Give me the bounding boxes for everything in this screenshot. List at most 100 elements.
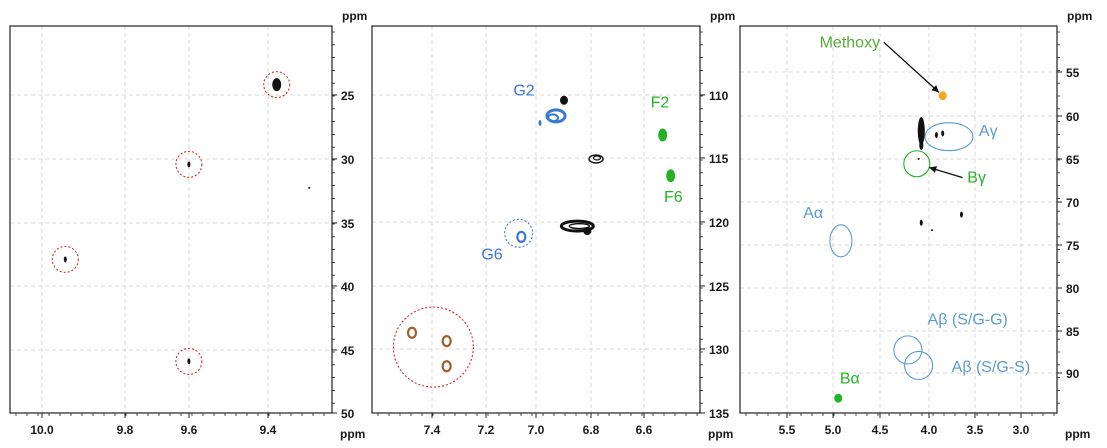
peak bbox=[919, 139, 924, 150]
x-tick-label: 5.0 bbox=[825, 423, 842, 437]
peak-label: Aβ (S/G-S) bbox=[952, 359, 1031, 376]
plot-frame bbox=[739, 25, 1058, 414]
x-tick-label: 9.8 bbox=[117, 423, 134, 437]
grid-lines bbox=[740, 26, 1057, 413]
peak bbox=[959, 211, 963, 218]
x-tick-label: 7.4 bbox=[424, 423, 441, 437]
peak-label: F6 bbox=[664, 189, 683, 206]
y-tick-label: 60 bbox=[1066, 110, 1080, 124]
y-tick-label: 110 bbox=[709, 89, 729, 103]
y-tick-label: 50 bbox=[341, 407, 355, 421]
peak bbox=[934, 132, 938, 139]
y-tick-label: 75 bbox=[1066, 239, 1080, 253]
y-tick-label: 115 bbox=[709, 152, 729, 166]
peak bbox=[834, 393, 843, 403]
x-tick-label: 6.8 bbox=[583, 423, 600, 437]
peak bbox=[272, 78, 282, 92]
y-tick-label: 70 bbox=[1066, 196, 1080, 210]
y-axis-unit: ppm bbox=[710, 9, 735, 23]
y-tick-label: 135 bbox=[709, 407, 729, 421]
highlight-circle bbox=[263, 71, 291, 99]
peak bbox=[560, 95, 568, 105]
y-tick-label: 45 bbox=[341, 344, 355, 358]
y-tick-label: 80 bbox=[1066, 282, 1080, 296]
highlight-circle bbox=[504, 218, 534, 248]
y-tick-label: 30 bbox=[341, 153, 355, 167]
y-tick-label: 55 bbox=[1066, 66, 1080, 80]
x-tick-label: 3.5 bbox=[967, 423, 984, 437]
peak bbox=[308, 186, 311, 189]
y-tick-label: 40 bbox=[341, 280, 355, 294]
x-tick-label: 9.6 bbox=[181, 423, 198, 437]
peak bbox=[63, 256, 67, 263]
plot-frame bbox=[9, 25, 333, 414]
x-axis-unit: ppm bbox=[340, 427, 365, 441]
peak bbox=[930, 229, 933, 232]
x-tick-label: 9.4 bbox=[260, 423, 277, 437]
highlight-circle bbox=[175, 150, 203, 178]
peak bbox=[406, 326, 418, 339]
y-tick-label: 35 bbox=[341, 217, 355, 231]
peak bbox=[588, 154, 604, 164]
arrow-head bbox=[931, 85, 939, 93]
highlight-ellipse bbox=[829, 224, 853, 258]
peak bbox=[592, 155, 602, 161]
peak-label: G6 bbox=[481, 247, 502, 264]
highlight-circle bbox=[392, 306, 474, 388]
y-tick-label: 90 bbox=[1066, 367, 1080, 381]
peak bbox=[941, 130, 945, 137]
peak bbox=[441, 335, 452, 348]
peak bbox=[559, 219, 595, 233]
panel-2: 7.4 7.2 7.0 6.8 6.6 110 115 120 125 130 135 ppm ppm G… bbox=[371, 9, 735, 441]
peak-label: G2 bbox=[513, 82, 534, 99]
peak-label: Bα bbox=[840, 370, 860, 387]
peak-label: Methoxy bbox=[820, 34, 880, 51]
peak bbox=[919, 219, 923, 226]
peak bbox=[568, 222, 591, 230]
peak-label: F2 bbox=[651, 94, 670, 111]
peak bbox=[658, 128, 668, 142]
peak bbox=[917, 157, 920, 160]
highlight-circle bbox=[893, 335, 923, 365]
peak bbox=[583, 227, 592, 236]
y-tick-label: 130 bbox=[709, 343, 729, 357]
x-tick-label: 4.5 bbox=[872, 423, 889, 437]
grid-lines bbox=[372, 26, 700, 413]
x-axis-unit: ppm bbox=[1065, 427, 1090, 441]
peak-label: Bγ bbox=[967, 170, 986, 187]
annotation-arrow bbox=[883, 41, 940, 93]
highlight-circle bbox=[175, 347, 203, 375]
peak-label: Aα bbox=[803, 205, 823, 222]
y-axis-unit: ppm bbox=[1067, 9, 1092, 23]
x-tick-label: 7.2 bbox=[478, 423, 495, 437]
x-tick-label: 6.6 bbox=[636, 423, 653, 437]
peak bbox=[938, 91, 947, 101]
x-tick-label: 5.5 bbox=[779, 423, 796, 437]
y-axis-unit: ppm bbox=[342, 9, 367, 23]
y-tick-label: 65 bbox=[1066, 153, 1080, 167]
highlight-circle bbox=[904, 350, 934, 380]
peak bbox=[538, 120, 542, 127]
grid-lines bbox=[10, 26, 332, 413]
arrow-head bbox=[929, 166, 937, 173]
peak-label: Aγ bbox=[979, 123, 998, 140]
peak bbox=[187, 161, 191, 168]
peak bbox=[545, 108, 567, 124]
x-tick-label: 4.0 bbox=[921, 423, 938, 437]
peak bbox=[547, 113, 559, 123]
peak bbox=[441, 360, 452, 373]
peak-label: Aβ (S/G-G) bbox=[928, 311, 1008, 328]
y-tick-label: 120 bbox=[709, 216, 729, 230]
x-tick-label: 7.0 bbox=[528, 423, 545, 437]
highlight-circle bbox=[51, 245, 79, 273]
y-tick-label: 85 bbox=[1066, 325, 1080, 339]
panel-1: 10.0 9.8 9.6 9.4 25 30 35 40 45 50 ppm ppm bbox=[9, 9, 367, 441]
y-tick-label: 25 bbox=[341, 89, 355, 103]
y-tick-label: 125 bbox=[709, 280, 729, 294]
x-tick-label: 10.0 bbox=[30, 423, 54, 437]
panel-3: 5.5 5.0 4.5 4.0 3.5 3.0 55 60 65 70 75 80 85 90 ppm ppm… bbox=[739, 9, 1092, 441]
peak bbox=[666, 169, 676, 183]
peak bbox=[917, 116, 925, 145]
